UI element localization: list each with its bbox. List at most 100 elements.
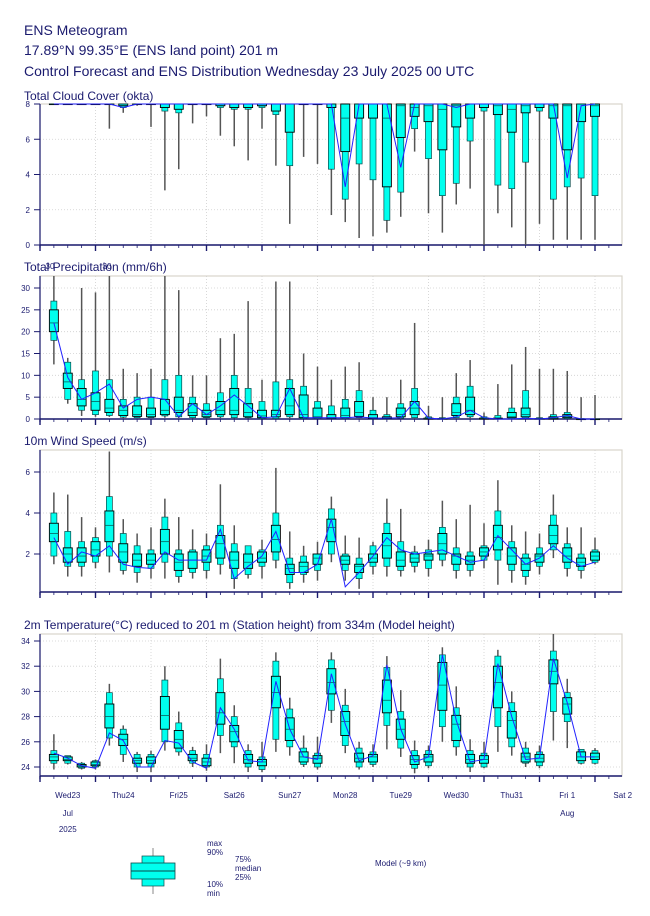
box-outer xyxy=(494,103,502,186)
box-inner xyxy=(48,309,59,333)
box-inner xyxy=(104,398,115,413)
box-inner xyxy=(520,407,531,418)
control-forecast-line xyxy=(53,654,595,769)
box-inner xyxy=(90,761,101,767)
panel-1 xyxy=(34,275,623,425)
box-inner xyxy=(270,675,281,709)
month-label: Aug xyxy=(560,809,574,818)
box-inner xyxy=(520,103,531,114)
box-inner xyxy=(173,103,184,110)
box-inner xyxy=(326,668,337,695)
day-label: Thu24 xyxy=(112,791,135,800)
box-inner xyxy=(590,752,600,760)
box-inner xyxy=(159,398,170,416)
box-inner xyxy=(215,401,226,416)
box-inner xyxy=(284,103,295,133)
box-inner xyxy=(243,753,254,764)
box-inner xyxy=(229,103,240,108)
box-inner xyxy=(270,524,281,553)
box-inner xyxy=(104,510,115,543)
day-label: Tue29 xyxy=(390,791,413,800)
y-tick-label: 25 xyxy=(21,306,30,315)
y-tick-label: 20 xyxy=(21,328,30,337)
box-outer xyxy=(161,379,169,417)
y-tick-label: 34 xyxy=(21,637,30,646)
box-inner xyxy=(62,756,73,762)
panel-0 xyxy=(34,103,623,251)
year-label: 2025 xyxy=(59,825,77,834)
day-label: Fri25 xyxy=(170,791,189,800)
control-forecast-line xyxy=(53,519,596,588)
box-inner xyxy=(146,553,156,565)
box-inner xyxy=(423,553,434,561)
box-inner xyxy=(479,103,489,108)
forecast-subtitle: Control Forecast and ENS Distribution We… xyxy=(24,63,475,79)
box-inner xyxy=(62,372,73,389)
box-inner xyxy=(146,756,156,764)
y-tick-label: 30 xyxy=(21,687,30,696)
box-inner xyxy=(187,403,198,416)
box-inner xyxy=(201,409,212,418)
box-inner xyxy=(465,103,476,119)
y-tick-label: 26 xyxy=(21,738,30,747)
box-inner xyxy=(159,695,170,730)
box-inner xyxy=(451,103,462,128)
box-inner xyxy=(62,547,73,563)
box-inner xyxy=(284,563,295,575)
box-inner xyxy=(395,407,406,418)
legend-p10: 10% xyxy=(207,880,223,889)
box-inner xyxy=(368,103,378,119)
box-inner xyxy=(409,755,420,765)
box-inner xyxy=(562,547,573,563)
y-tick-label: 24 xyxy=(21,763,30,772)
box-inner xyxy=(187,753,198,762)
y-tick-label: 30 xyxy=(21,284,30,293)
box-inner xyxy=(257,409,267,419)
box-inner xyxy=(451,553,462,565)
box-inner xyxy=(243,103,254,108)
box-inner xyxy=(548,524,559,545)
overflow-marker: 30 xyxy=(46,262,55,271)
day-label: Mon28 xyxy=(333,791,358,800)
box-inner xyxy=(312,407,323,419)
box-inner xyxy=(229,387,240,416)
box-inner xyxy=(229,724,240,743)
box-inner xyxy=(534,103,545,108)
day-label: Wed30 xyxy=(444,791,470,800)
y-tick-label: 6 xyxy=(26,135,31,144)
panel-title: 10m Wind Speed (m/s) xyxy=(24,434,147,448)
box-inner xyxy=(340,407,351,419)
box-inner xyxy=(354,401,365,417)
box-outer xyxy=(591,103,599,197)
day-label: Sun27 xyxy=(278,791,302,800)
box-inner xyxy=(159,103,170,108)
box-inner xyxy=(465,396,476,416)
box-inner xyxy=(520,752,531,763)
panel-title: Total Precipitation (mm/6h) xyxy=(24,260,167,274)
y-tick-label: 28 xyxy=(21,713,30,722)
box-inner xyxy=(395,551,406,567)
y-tick-label: 6 xyxy=(26,468,31,477)
box-inner xyxy=(118,405,129,416)
box-inner xyxy=(506,711,517,739)
box-inner xyxy=(506,412,517,419)
y-tick-label: 15 xyxy=(21,350,30,359)
legend-p25: 25% xyxy=(235,873,251,882)
box-inner xyxy=(132,405,143,417)
y-tick-label: 0 xyxy=(26,241,31,250)
box-inner xyxy=(395,103,406,138)
box-outer xyxy=(106,379,113,416)
box-inner xyxy=(465,753,476,764)
y-tick-label: 10 xyxy=(21,371,30,380)
legend-median-label: median xyxy=(235,864,261,873)
day-label: Fri 1 xyxy=(559,791,576,800)
control-forecast-line xyxy=(53,103,596,187)
location-subtitle: 17.89°N 99.35°E (ENS land point) 201 m xyxy=(24,42,279,58)
panel-title: 2m Temperature(°C) reduced to 201 m (Sta… xyxy=(24,618,455,632)
box-inner xyxy=(354,752,365,763)
panel-title: Total Cloud Cover (okta) xyxy=(24,89,153,103)
box-inner xyxy=(270,103,281,112)
box-inner xyxy=(562,697,573,715)
legend-p75: 75% xyxy=(235,855,251,864)
box-inner xyxy=(118,543,129,563)
